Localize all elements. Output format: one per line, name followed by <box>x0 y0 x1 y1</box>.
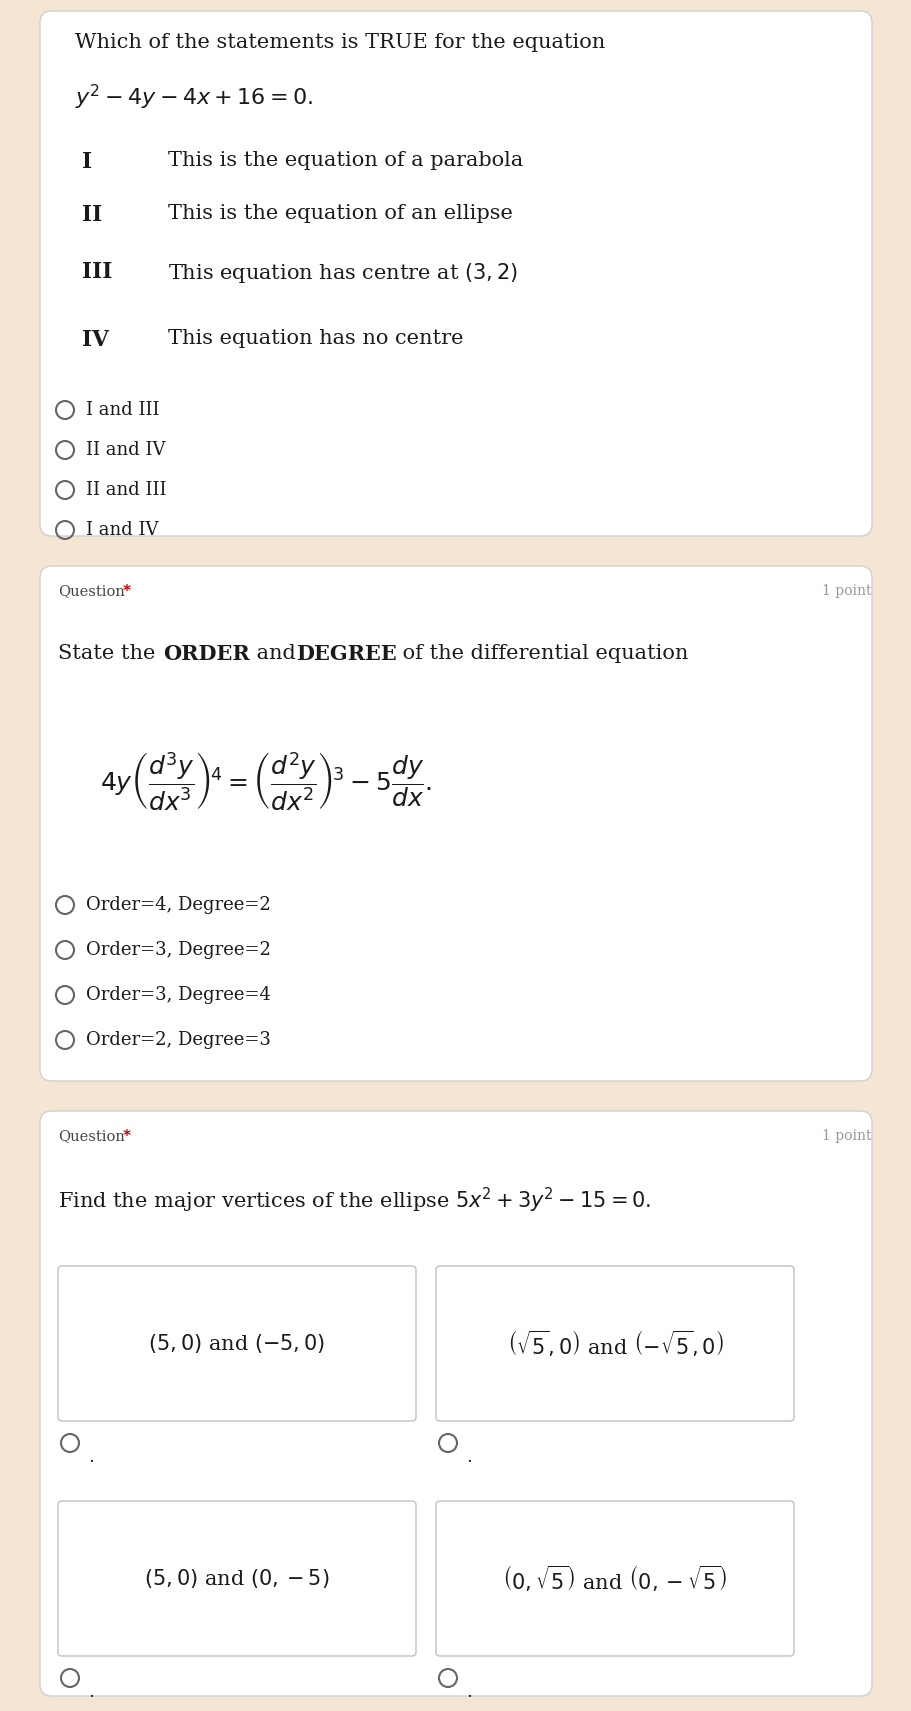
Text: .: . <box>87 1448 94 1466</box>
FancyBboxPatch shape <box>58 1266 415 1422</box>
Text: $\left(\sqrt{5},0\right)$ and $\left(-\sqrt{5},0\right)$: $\left(\sqrt{5},0\right)$ and $\left(-\s… <box>506 1328 722 1359</box>
Text: Order=3, Degree=4: Order=3, Degree=4 <box>86 986 271 1004</box>
Text: Find the major vertices of the ellipse $5x^2+3y^2-15=0.$: Find the major vertices of the ellipse $… <box>58 1186 650 1215</box>
Text: State the: State the <box>58 643 162 662</box>
Text: I and III: I and III <box>86 400 159 419</box>
Text: 1 point: 1 point <box>822 583 871 599</box>
Text: II: II <box>82 204 102 226</box>
Text: $(5,0)$ and $(-5,0)$: $(5,0)$ and $(-5,0)$ <box>148 1331 325 1355</box>
Text: Question: Question <box>58 1129 125 1143</box>
Text: *: * <box>123 1129 131 1145</box>
FancyBboxPatch shape <box>40 1110 871 1696</box>
Text: .: . <box>466 1448 471 1466</box>
Text: $\left(0,\sqrt{5}\right)$ and $\left(0,-\sqrt{5}\right)$: $\left(0,\sqrt{5}\right)$ and $\left(0,-… <box>502 1564 727 1593</box>
Text: I: I <box>82 151 92 173</box>
Text: This is the equation of a parabola: This is the equation of a parabola <box>168 151 523 169</box>
Text: This is the equation of an ellipse: This is the equation of an ellipse <box>168 204 512 222</box>
FancyBboxPatch shape <box>435 1501 793 1656</box>
Text: of the differential equation: of the differential equation <box>395 643 688 662</box>
Text: IV: IV <box>82 329 108 351</box>
Text: II and III: II and III <box>86 481 167 500</box>
Text: Order=4, Degree=2: Order=4, Degree=2 <box>86 897 271 914</box>
Text: Question: Question <box>58 583 125 599</box>
Text: $4y\left(\dfrac{d^3y}{dx^3}\right)^{\!4}=\left(\dfrac{d^2y}{dx^2}\right)^{\!3}-5: $4y\left(\dfrac{d^3y}{dx^3}\right)^{\!4}… <box>100 751 432 813</box>
Text: DEGREE: DEGREE <box>296 643 396 664</box>
FancyBboxPatch shape <box>40 10 871 536</box>
Text: .: . <box>466 1684 471 1701</box>
Text: I and IV: I and IV <box>86 522 159 539</box>
Text: II and IV: II and IV <box>86 441 165 459</box>
Text: This equation has no centre: This equation has no centre <box>168 329 463 347</box>
Text: $(5,0)$ and $(0,-5)$: $(5,0)$ and $(0,-5)$ <box>144 1567 330 1590</box>
Text: This equation has centre at $\left(3,2\right)$: This equation has centre at $\left(3,2\r… <box>168 262 517 286</box>
Text: .: . <box>87 1684 94 1701</box>
Text: and: and <box>250 643 302 662</box>
Text: Order=2, Degree=3: Order=2, Degree=3 <box>86 1032 271 1049</box>
Text: 1 point: 1 point <box>822 1129 871 1143</box>
FancyBboxPatch shape <box>58 1501 415 1656</box>
Text: $y^2-4y-4x+16=0.$: $y^2-4y-4x+16=0.$ <box>75 84 312 113</box>
Text: Order=3, Degree=2: Order=3, Degree=2 <box>86 941 271 958</box>
Text: Which of the statements is TRUE for the equation: Which of the statements is TRUE for the … <box>75 33 605 51</box>
Text: ORDER: ORDER <box>163 643 250 664</box>
FancyBboxPatch shape <box>40 566 871 1081</box>
Text: *: * <box>123 583 131 599</box>
Text: III: III <box>82 262 112 282</box>
FancyBboxPatch shape <box>435 1266 793 1422</box>
